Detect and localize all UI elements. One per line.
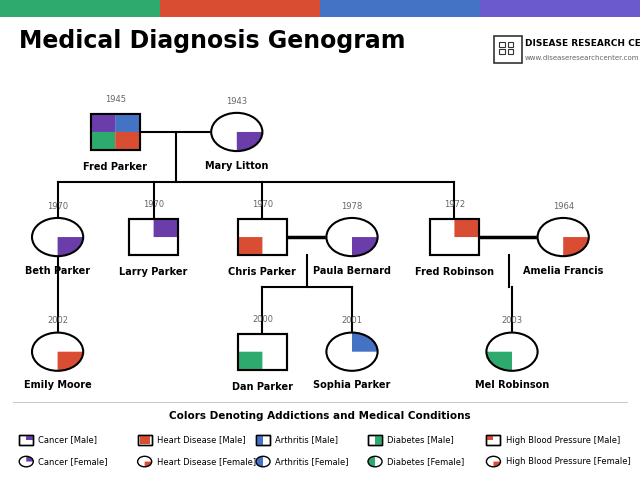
- Text: www.diseaseresearchcenter.com: www.diseaseresearchcenter.com: [525, 54, 639, 60]
- Circle shape: [486, 456, 500, 467]
- Polygon shape: [58, 351, 83, 371]
- Text: 2001: 2001: [342, 316, 362, 325]
- Wedge shape: [145, 461, 152, 467]
- FancyBboxPatch shape: [494, 36, 522, 63]
- Text: Colors Denoting Addictions and Medical Conditions: Colors Denoting Addictions and Medical C…: [169, 411, 471, 421]
- Text: 1972: 1972: [444, 200, 465, 209]
- Text: High Blood Pressure [Female]: High Blood Pressure [Female]: [506, 457, 630, 466]
- Bar: [140, 437, 150, 444]
- Polygon shape: [58, 237, 83, 256]
- Polygon shape: [0, 237, 262, 495]
- FancyBboxPatch shape: [238, 219, 287, 255]
- Wedge shape: [368, 456, 375, 467]
- Circle shape: [32, 218, 83, 256]
- FancyBboxPatch shape: [256, 435, 270, 446]
- Polygon shape: [486, 351, 512, 371]
- Text: Dan Parker: Dan Parker: [232, 382, 293, 392]
- Circle shape: [19, 456, 33, 467]
- Text: Mary Litton: Mary Litton: [205, 160, 269, 171]
- Text: 1978: 1978: [341, 202, 363, 211]
- Circle shape: [326, 218, 378, 256]
- Polygon shape: [0, 0, 115, 132]
- Wedge shape: [256, 456, 263, 467]
- Bar: [375, 435, 382, 446]
- Circle shape: [486, 333, 538, 371]
- Text: Diabetes [Female]: Diabetes [Female]: [387, 457, 465, 466]
- FancyBboxPatch shape: [499, 50, 505, 54]
- Polygon shape: [237, 132, 262, 151]
- Polygon shape: [0, 351, 262, 495]
- Circle shape: [32, 333, 83, 371]
- Bar: [26, 435, 33, 440]
- Circle shape: [538, 218, 589, 256]
- Polygon shape: [563, 237, 589, 256]
- Polygon shape: [454, 0, 640, 237]
- Text: 1970: 1970: [47, 202, 68, 211]
- Text: Mel Robinson: Mel Robinson: [475, 380, 549, 391]
- Polygon shape: [115, 132, 640, 495]
- Text: Sophia Parker: Sophia Parker: [314, 380, 390, 391]
- Text: Paula Bernard: Paula Bernard: [313, 266, 391, 276]
- Text: Cancer [Female]: Cancer [Female]: [38, 457, 108, 466]
- Text: 1970: 1970: [252, 200, 273, 209]
- Text: Arthritis [Female]: Arthritis [Female]: [275, 457, 349, 466]
- FancyBboxPatch shape: [486, 435, 500, 446]
- Text: Heart Disease [Male]: Heart Disease [Male]: [157, 436, 245, 445]
- Text: 2000: 2000: [252, 315, 273, 324]
- FancyBboxPatch shape: [508, 42, 513, 47]
- Text: Medical Diagnosis Genogram: Medical Diagnosis Genogram: [19, 29, 406, 53]
- Wedge shape: [493, 461, 500, 467]
- FancyBboxPatch shape: [238, 334, 287, 370]
- Text: Heart Disease [Female]: Heart Disease [Female]: [157, 457, 256, 466]
- FancyBboxPatch shape: [499, 42, 505, 47]
- Polygon shape: [115, 0, 640, 132]
- FancyBboxPatch shape: [138, 435, 152, 446]
- Text: Cancer [Male]: Cancer [Male]: [38, 436, 97, 445]
- Circle shape: [211, 113, 262, 151]
- Text: Chris Parker: Chris Parker: [228, 267, 296, 277]
- Circle shape: [138, 456, 152, 467]
- FancyBboxPatch shape: [91, 114, 140, 150]
- Polygon shape: [352, 333, 378, 351]
- Text: Diabetes [Male]: Diabetes [Male]: [387, 436, 454, 445]
- Polygon shape: [352, 237, 378, 256]
- Bar: [256, 435, 263, 446]
- Text: DISEASE RESEARCH CENTER: DISEASE RESEARCH CENTER: [525, 39, 640, 48]
- Text: 2003: 2003: [501, 316, 523, 325]
- Bar: [486, 435, 493, 440]
- Text: Beth Parker: Beth Parker: [25, 266, 90, 276]
- Text: 1964: 1964: [552, 202, 574, 211]
- Polygon shape: [154, 0, 640, 237]
- Text: Fred Parker: Fred Parker: [83, 162, 147, 172]
- FancyBboxPatch shape: [19, 435, 33, 446]
- FancyBboxPatch shape: [508, 50, 513, 54]
- Text: 1943: 1943: [226, 97, 248, 106]
- Circle shape: [256, 456, 270, 467]
- Polygon shape: [0, 132, 115, 495]
- Text: Fred Robinson: Fred Robinson: [415, 267, 494, 277]
- Wedge shape: [26, 456, 33, 461]
- Text: Larry Parker: Larry Parker: [120, 267, 188, 277]
- Text: 1970: 1970: [143, 200, 164, 209]
- Text: High Blood Pressure [Male]: High Blood Pressure [Male]: [506, 436, 620, 445]
- Circle shape: [368, 456, 382, 467]
- Text: 1945: 1945: [105, 95, 125, 104]
- FancyBboxPatch shape: [368, 435, 382, 446]
- FancyBboxPatch shape: [430, 219, 479, 255]
- Text: 2002: 2002: [47, 316, 68, 325]
- Text: Arthritis [Male]: Arthritis [Male]: [275, 436, 338, 445]
- Text: Amelia Francis: Amelia Francis: [523, 266, 604, 276]
- FancyBboxPatch shape: [129, 219, 178, 255]
- Text: Emily Moore: Emily Moore: [24, 380, 92, 391]
- Circle shape: [326, 333, 378, 371]
